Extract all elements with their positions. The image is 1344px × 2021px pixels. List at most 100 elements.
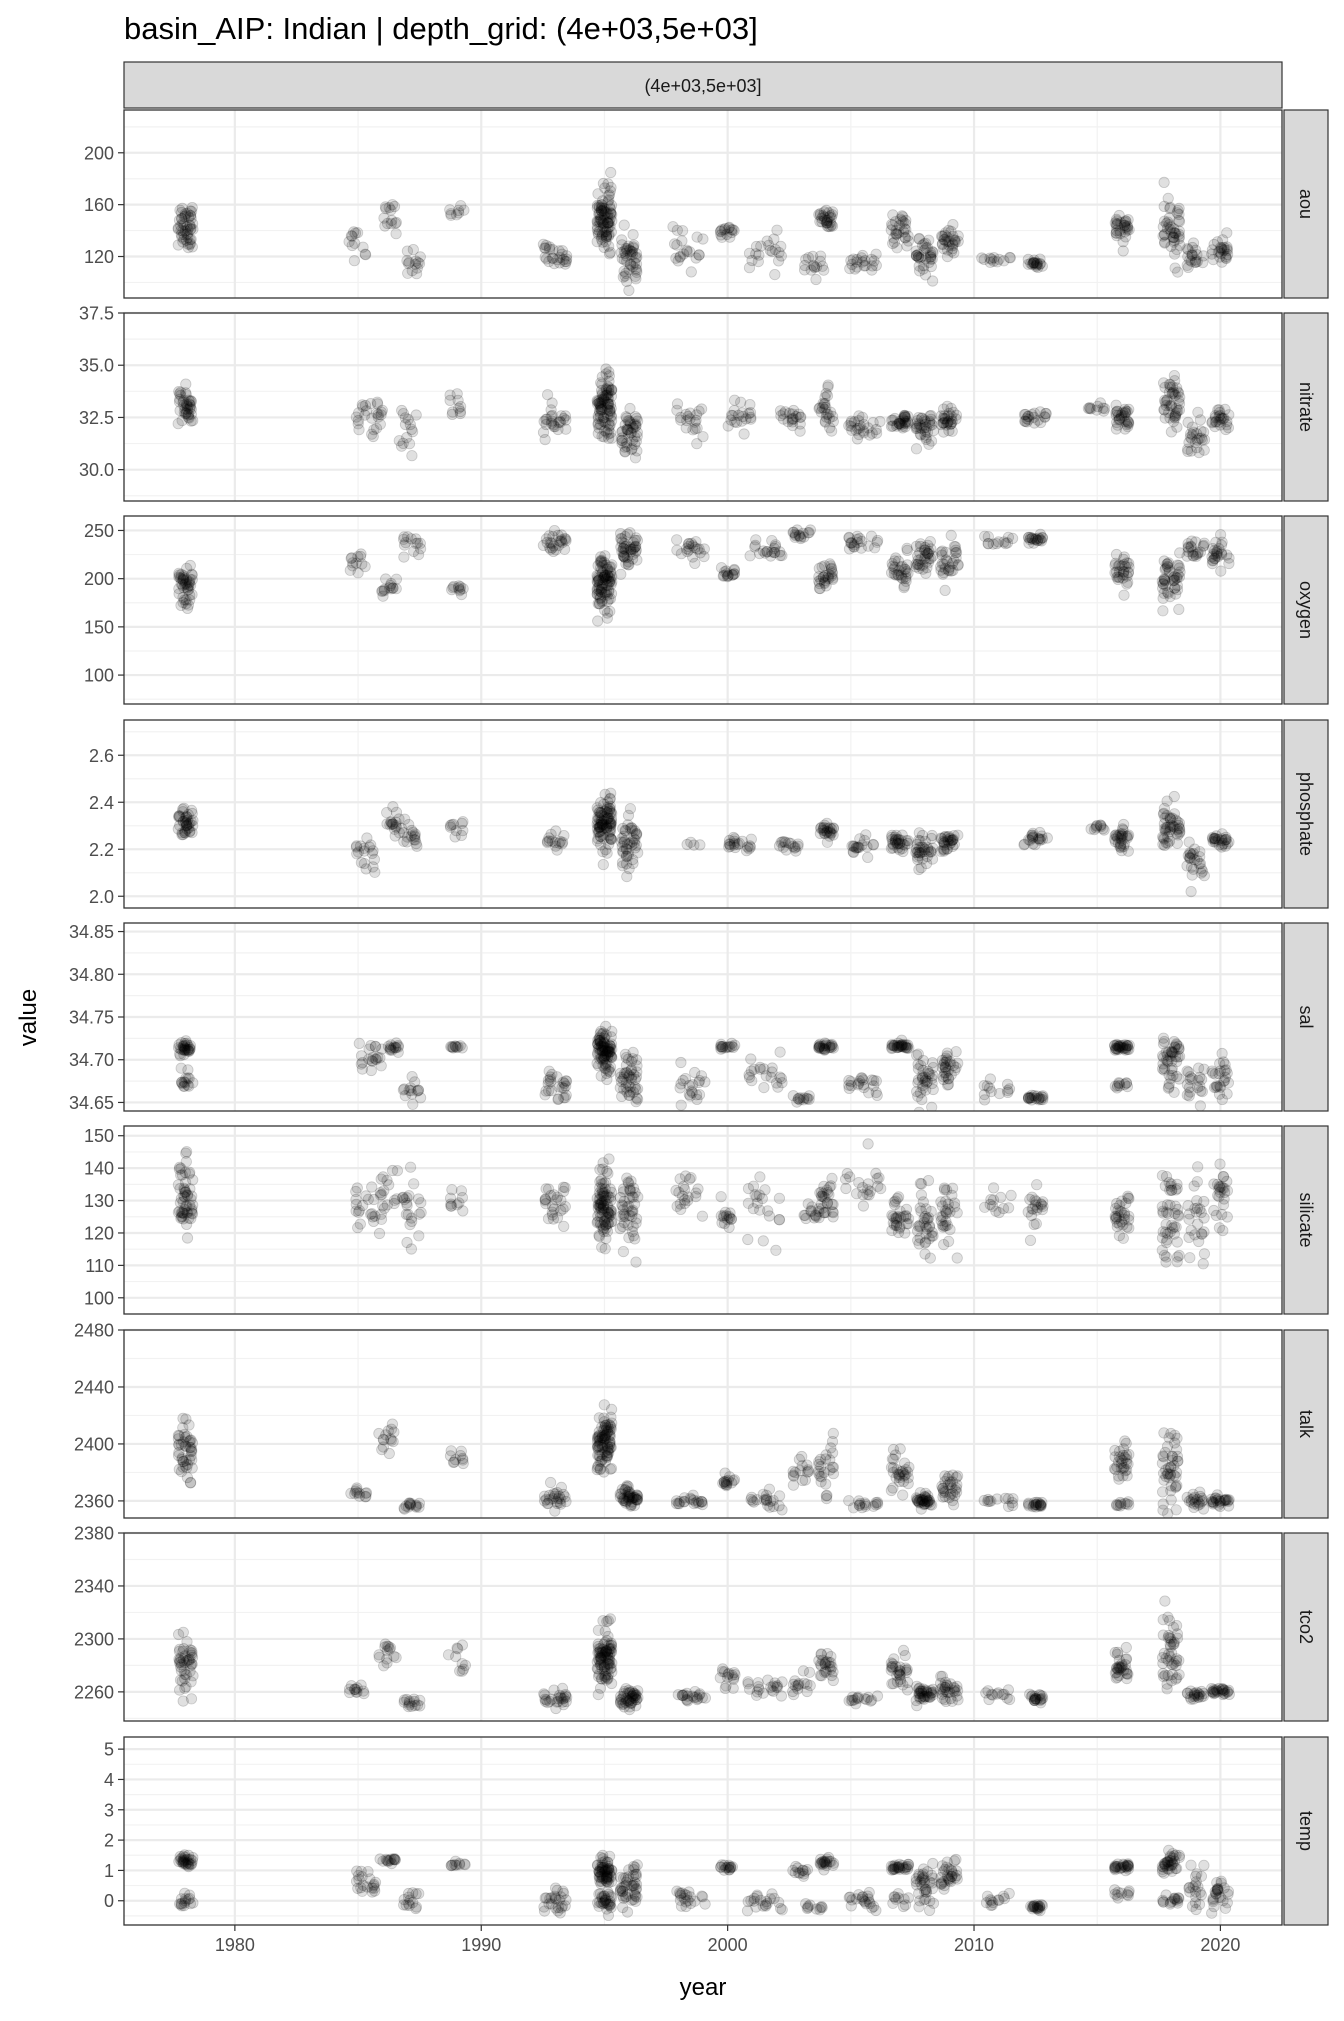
data-point [1111,407,1121,417]
data-point [370,867,380,877]
data-point [631,1072,641,1082]
data-point [891,830,901,840]
data-point [605,1067,615,1077]
data-point [1112,1081,1122,1091]
data-point [827,1173,837,1183]
data-point [407,1071,417,1081]
data-point [745,841,755,851]
data-point [691,253,701,263]
data-point [372,397,382,407]
panel-background [124,720,1282,908]
data-point [1218,1225,1228,1235]
data-point [922,563,932,573]
data-point [953,236,963,246]
data-point [758,1236,768,1246]
data-point [1170,1482,1180,1492]
data-point [951,1487,961,1497]
data-point [752,1198,762,1208]
data-point [668,222,678,232]
data-point [594,201,604,211]
data-point [1158,1505,1168,1515]
data-point [745,551,755,561]
data-point [1163,838,1173,848]
data-point [911,444,921,454]
data-point [917,240,927,250]
data-point [550,837,560,847]
data-point [354,1038,364,1048]
data-point [359,846,369,856]
data-point [952,1471,962,1481]
data-point [725,1213,735,1223]
data-point [374,1228,384,1238]
data-point [594,1230,604,1240]
data-point [1028,1502,1038,1512]
data-point [946,530,956,540]
data-point [1184,1091,1194,1101]
chart-title: basin_AIP: Indian | depth_grid: (4e+03,5… [124,11,758,46]
y-tick-label: 2400 [74,1434,114,1454]
data-point [915,848,925,858]
data-point [632,431,642,441]
data-point [347,231,357,241]
data-point [764,1484,774,1494]
data-point [549,420,559,430]
data-point [605,793,615,803]
data-point [552,1072,562,1082]
data-point [677,1191,687,1201]
data-point [593,229,603,239]
data-point [794,1454,804,1464]
data-point [416,1207,426,1217]
data-point [854,1177,864,1187]
data-point [1186,886,1196,896]
data-point [816,1477,826,1487]
data-point [179,229,189,239]
data-point [1118,1233,1128,1243]
data-point [798,528,808,538]
data-point [447,585,457,595]
data-point [599,1400,609,1410]
data-point [558,1182,568,1192]
data-point [1020,409,1030,419]
data-point [821,1493,831,1503]
data-point [675,1083,685,1093]
data-point [847,538,857,548]
data-point [725,1042,735,1052]
data-point [743,1234,753,1244]
data-point [618,861,628,871]
y-tick-label: 160 [84,195,114,215]
data-point [685,408,695,418]
data-point [182,1637,192,1647]
data-point [185,1654,195,1664]
data-point [458,825,468,835]
data-point [826,426,836,436]
data-point [1164,1082,1174,1092]
y-tick-label: 35.0 [79,356,114,376]
data-point [894,1669,904,1679]
data-point [1037,261,1047,271]
data-point [415,1093,425,1103]
data-point [399,1697,409,1707]
data-point [1163,193,1173,203]
data-point [895,1223,905,1233]
data-point [557,1683,567,1693]
data-point [1111,228,1121,238]
data-point [604,831,614,841]
y-tick-label: 37.5 [79,304,114,324]
data-point [374,1652,384,1662]
data-point [1214,1069,1224,1079]
data-point [775,1047,785,1057]
data-point [402,1237,412,1247]
data-point [348,558,358,568]
data-point [379,213,389,223]
data-point [1120,1452,1130,1462]
data-point [380,202,390,212]
data-point [598,578,608,588]
data-point [627,1686,637,1696]
data-point [183,242,193,252]
data-point [1194,1236,1204,1246]
data-point [593,1689,603,1699]
data-point [539,416,549,426]
